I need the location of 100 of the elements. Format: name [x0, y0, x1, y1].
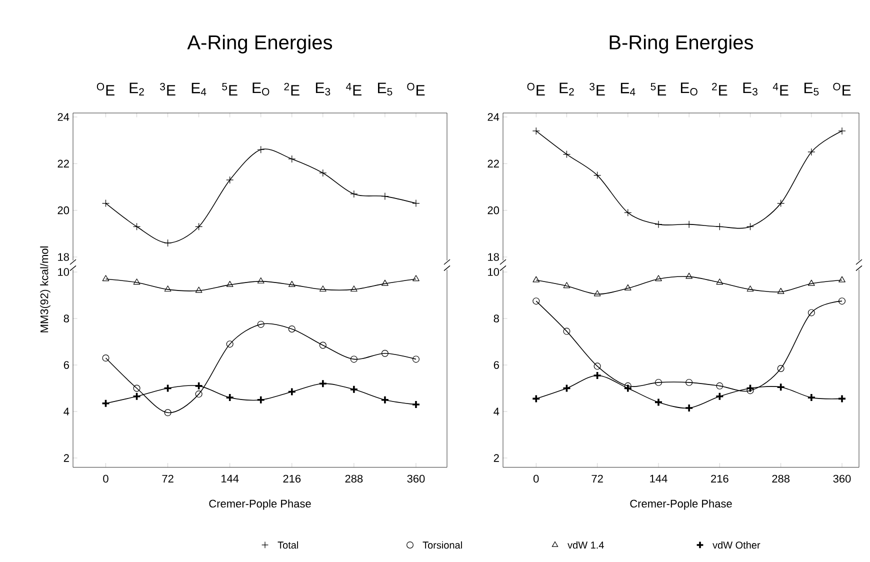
y-tick-label: 22 [58, 160, 69, 168]
point [133, 384, 140, 392]
point [746, 384, 755, 393]
point [225, 393, 234, 402]
x-tick-label: E$_{2}$ [130, 82, 144, 96]
x-axis-title: Cremer-Pople Phase [209, 499, 311, 510]
x-tick-label: 288 [772, 474, 790, 483]
x-tick-label: $^{3}$E [590, 82, 605, 96]
point [288, 325, 296, 332]
point [838, 276, 846, 282]
y-tick-label: 24 [488, 113, 500, 121]
x-tick-label: 360 [407, 474, 425, 483]
point [256, 395, 266, 404]
point [102, 354, 110, 362]
point [102, 275, 110, 282]
point [624, 382, 632, 390]
point [654, 398, 663, 407]
point [163, 384, 172, 393]
y-tick-label: 4 [64, 408, 70, 416]
point [350, 356, 358, 363]
y-tick-label: 10 [58, 268, 70, 276]
x-tick-label: 72 [592, 474, 603, 482]
point [686, 378, 693, 386]
point [226, 340, 234, 348]
x-tick-label: 288 [345, 474, 363, 483]
x-tick-label: $^{3}$E [160, 82, 176, 96]
point [257, 320, 264, 328]
point [412, 275, 420, 282]
point [746, 387, 754, 394]
point [195, 390, 202, 398]
point [715, 392, 724, 401]
y-tick-label: 22 [488, 160, 499, 168]
chart-title: A-Ring Energies [187, 34, 332, 54]
legend-label: Total [278, 541, 298, 549]
point [838, 298, 846, 305]
point [684, 404, 694, 412]
x-tick-label: E$_{4}$ [192, 82, 206, 96]
point [716, 382, 724, 390]
y-tick-label: 20 [58, 206, 70, 214]
y-axis-title: MM3(92) kcal/mol [40, 246, 50, 332]
point [746, 286, 754, 292]
x-tick-label: $^{O}$E [833, 82, 851, 96]
x-tick-label: 216 [283, 474, 301, 483]
x-tick-label: E$_{3}$ [743, 82, 758, 96]
x-tick-label: E$_{5}$ [804, 82, 819, 96]
point [776, 382, 786, 392]
x-axis-title: Cremer-Pople Phase [630, 499, 732, 510]
x-tick-label: E$_{2}$ [560, 82, 574, 96]
legend-label: vdW 1.4 [568, 541, 604, 549]
y-tick-label: 18 [58, 253, 69, 261]
y-tick-label: 8 [64, 314, 69, 322]
x-tick-label: E$_{3}$ [316, 82, 330, 96]
point [562, 150, 571, 158]
point [350, 286, 358, 292]
x-tick-label: $^{O}$E [527, 82, 545, 96]
x-tick-label: E$_{5}$ [378, 82, 392, 96]
point [808, 309, 815, 316]
x-tick-label: 360 [833, 474, 851, 483]
x-tick-label: $^{5}$E [650, 83, 666, 96]
x-tick-label: $^{2}$E [284, 82, 300, 96]
point [655, 275, 662, 282]
point [381, 350, 388, 357]
point [654, 378, 662, 386]
point [320, 286, 326, 292]
point [318, 379, 328, 388]
x-tick-label: 0 [534, 474, 539, 483]
y-tick-label: 2 [64, 454, 69, 462]
point [594, 362, 601, 370]
point [624, 384, 632, 393]
x-tick-label: 216 [711, 474, 728, 483]
point [287, 387, 296, 396]
x-tick-label: 144 [222, 474, 239, 482]
point [808, 280, 815, 286]
point [562, 384, 572, 393]
point [350, 385, 358, 394]
point [563, 282, 570, 288]
point [532, 298, 540, 305]
point [194, 382, 204, 390]
x-tick-label: E$_{4}$ [620, 82, 636, 96]
point [195, 286, 202, 293]
point [412, 356, 420, 363]
point [133, 278, 140, 285]
point [592, 371, 602, 380]
y-tick-label: 6 [494, 361, 499, 369]
x-tick-label: $^{5}$E [222, 83, 238, 96]
y-tick-label: 4 [494, 408, 500, 416]
chart-title: B-Ring Energies [610, 34, 754, 54]
y-tick-label: 2 [494, 454, 499, 462]
point [686, 272, 692, 279]
point [102, 200, 110, 208]
y-tick-label: 20 [488, 206, 500, 214]
point [777, 288, 784, 294]
point [382, 280, 388, 286]
point [226, 280, 234, 287]
point [807, 393, 816, 402]
point [257, 277, 264, 284]
y-tick-label: 6 [64, 361, 69, 369]
x-tick-label: $^{4}$E [346, 83, 362, 96]
point [319, 342, 326, 349]
y-tick-label: 18 [488, 253, 499, 261]
